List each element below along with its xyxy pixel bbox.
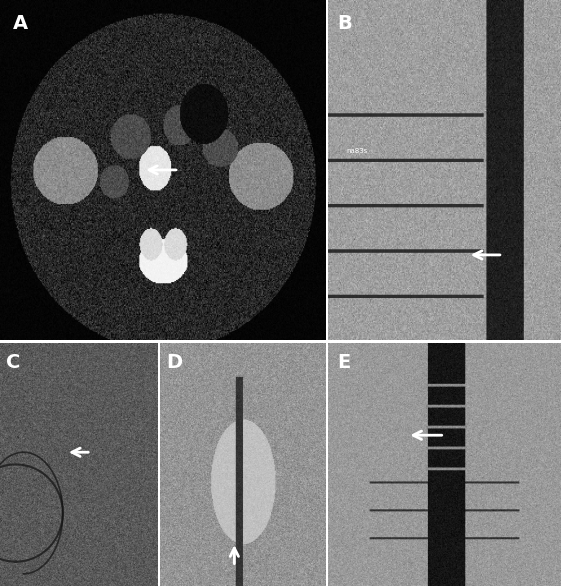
Text: E: E <box>338 353 351 372</box>
Text: A: A <box>13 13 28 33</box>
Text: C: C <box>6 353 21 372</box>
Text: D: D <box>167 353 183 372</box>
Text: na83s: na83s <box>347 148 368 154</box>
Text: B: B <box>338 13 352 33</box>
